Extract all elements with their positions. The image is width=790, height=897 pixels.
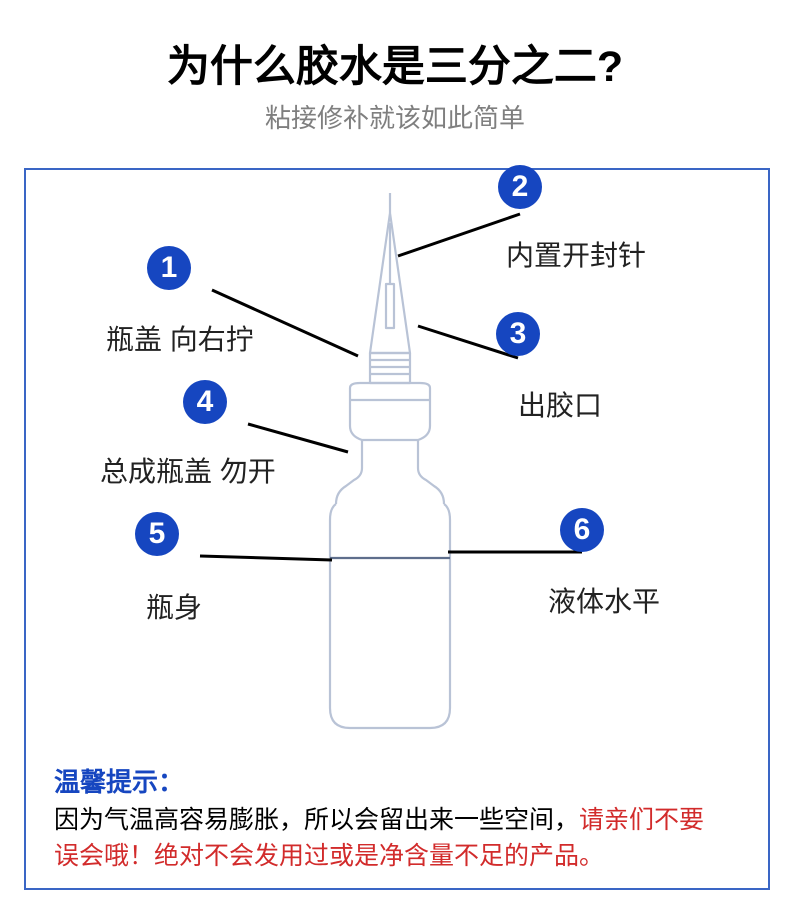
note-text-fragment: 请亲们不要: [579, 806, 704, 834]
callout-badge-3: 3: [496, 312, 540, 356]
callout-label-4: 总成瓶盖 勿开: [100, 450, 276, 490]
note-text-fragment: 误会哦！绝对不会发用过或是净含量不足的产品。: [54, 842, 604, 870]
callout-badge-2: 2: [498, 165, 542, 209]
note-body-line-1: 因为气温高容易膨胀，所以会留出来一些空间，请亲们不要: [54, 800, 704, 836]
page-root: 为什么胶水是三分之二? 粘接修补就该如此简单: [0, 0, 790, 897]
callout-badge-6: 6: [560, 508, 604, 552]
callout-badge-1: 1: [147, 246, 191, 290]
callout-label-2: 内置开封针: [506, 234, 646, 274]
note-title: 温馨提示：: [54, 762, 184, 799]
callout-badge-5: 5: [135, 512, 179, 556]
callout-label-3: 出胶口: [518, 384, 602, 424]
callout-label-6: 液体水平: [548, 580, 660, 620]
note-text-fragment: 因为气温高容易膨胀，所以会留出来一些空间，: [54, 806, 579, 834]
note-body-line-2: 误会哦！绝对不会发用过或是净含量不足的产品。: [54, 836, 604, 872]
callout-label-5: 瓶身: [146, 586, 202, 626]
callout-label-1: 瓶盖 向右拧: [106, 318, 254, 358]
callout-badge-4: 4: [183, 380, 227, 424]
